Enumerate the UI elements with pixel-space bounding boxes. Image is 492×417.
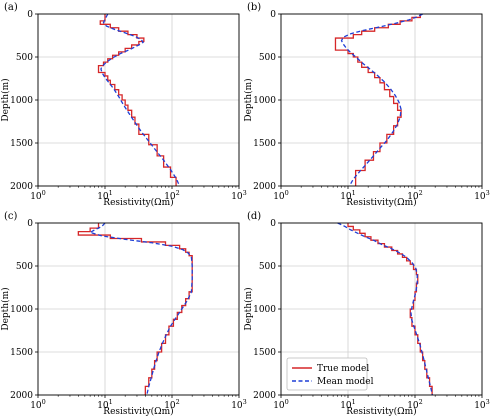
y-tick-label: 500 [259,53,276,63]
y-axis-label: Depth(m) [0,78,11,121]
x-tick-label-base: 10 [97,401,109,411]
true-model-line [334,14,421,186]
y-tick-label: 2000 [253,182,276,192]
y-tick-label: 1000 [10,96,33,106]
x-tick-label: 102 [164,189,180,202]
panel-label: (d) [247,211,261,222]
panel-1: 100 101 102 1030500100015002000Resistivity(… [0,2,247,208]
y-tick-label: 1500 [10,348,33,358]
y-tick-label: 2000 [253,391,276,401]
x-tick-label: 102 [164,398,180,411]
y-tick-label: 500 [16,53,33,63]
x-tick-label-exp: 0 [42,189,46,197]
x-tick-label: 100 [30,398,46,411]
x-tick-label: 100 [273,189,289,202]
x-tick-label: 101 [97,398,113,411]
y-axis-label: Depth(m) [243,287,254,330]
x-tick-label: 103 [231,398,247,411]
panel-2: 100 101 102 1030500100015002000Resistivity(… [243,2,490,208]
x-tick-label: 101 [97,189,113,202]
x-tick-label-exp: 1 [109,189,113,197]
x-tick-label: 100 [273,398,289,411]
x-tick-label-exp: 2 [176,189,180,197]
y-tick-label: 2000 [10,182,33,192]
x-tick-label-base: 10 [474,192,486,202]
legend-entry-label: Mean model [317,377,374,387]
x-tick-label-exp: 3 [243,398,247,406]
x-tick-label-exp: 1 [352,189,356,197]
mean-model-line [337,222,434,396]
y-tick-label: 1500 [253,348,276,358]
x-tick-label-exp: 3 [243,189,247,197]
x-tick-label-base: 10 [407,192,419,202]
x-tick-label-exp: 2 [176,398,180,406]
x-axis-label: Resistivity(Ωm) [103,406,173,417]
true-model-line [97,14,177,186]
legend: True model Mean model [286,357,374,391]
x-tick-label-base: 10 [340,192,352,202]
x-tick-label-exp: 0 [285,398,289,406]
y-tick-label: 0 [27,10,33,20]
x-axis-label: Resistivity(Ωm) [346,197,416,208]
x-tick-label: 101 [340,398,356,411]
y-tick-label: 1500 [253,139,276,149]
x-tick-label: 103 [474,189,490,202]
x-axis-label: Resistivity(Ωm) [103,197,173,208]
y-tick-label: 1000 [253,305,276,315]
x-tick-label-base: 10 [30,401,42,411]
x-tick-label-exp: 2 [419,189,423,197]
x-tick-label-base: 10 [231,192,243,202]
y-tick-label: 500 [259,262,276,272]
x-tick-label: 100 [30,189,46,202]
x-tick-label: 102 [407,189,423,202]
x-tick-label-base: 10 [30,192,42,202]
x-tick-label-base: 10 [273,192,285,202]
x-axis-label: Resistivity(Ωm) [346,406,416,417]
panel-4: 100 101 102 1030500100015002000Resistivity(… [243,211,490,417]
x-tick-label: 101 [340,189,356,202]
x-tick-label-exp: 1 [352,398,356,406]
x-tick-label: 103 [474,398,490,411]
y-tick-label: 2000 [10,391,33,401]
panel-label: (c) [4,211,18,222]
panel-label: (b) [247,2,261,13]
y-tick-label: 1500 [10,139,33,149]
x-tick-label-exp: 0 [42,398,46,406]
x-tick-label-base: 10 [97,192,109,202]
x-tick-label: 103 [231,189,247,202]
x-tick-label-exp: 0 [285,189,289,197]
y-tick-label: 0 [27,219,33,229]
x-tick-label: 102 [407,398,423,411]
x-tick-label-base: 10 [164,192,176,202]
x-tick-label-base: 10 [340,401,352,411]
x-tick-label-base: 10 [164,401,176,411]
x-tick-label-exp: 3 [486,398,490,406]
legend-entry-label: True model [317,364,369,374]
x-tick-label-base: 10 [273,401,285,411]
mean-model-line [340,13,423,187]
panel-3: 100 101 102 1030500100015002000Resistivity(… [0,211,247,417]
x-tick-label-exp: 2 [419,398,423,406]
y-tick-label: 0 [270,10,276,20]
x-tick-label-base: 10 [474,401,486,411]
mean-model-line [88,222,193,396]
y-tick-label: 1000 [10,305,33,315]
x-tick-label-exp: 1 [109,398,113,406]
y-tick-label: 500 [16,262,33,272]
y-tick-label: 1000 [253,96,276,106]
y-axis-label: Depth(m) [243,78,254,121]
panel-label: (a) [4,2,18,13]
x-tick-label-base: 10 [231,401,243,411]
x-tick-label-exp: 3 [486,189,490,197]
y-tick-label: 0 [270,219,276,229]
y-axis-label: Depth(m) [0,287,11,330]
x-tick-label-base: 10 [407,401,419,411]
mean-model-line [100,13,181,187]
legend-box [286,357,368,391]
